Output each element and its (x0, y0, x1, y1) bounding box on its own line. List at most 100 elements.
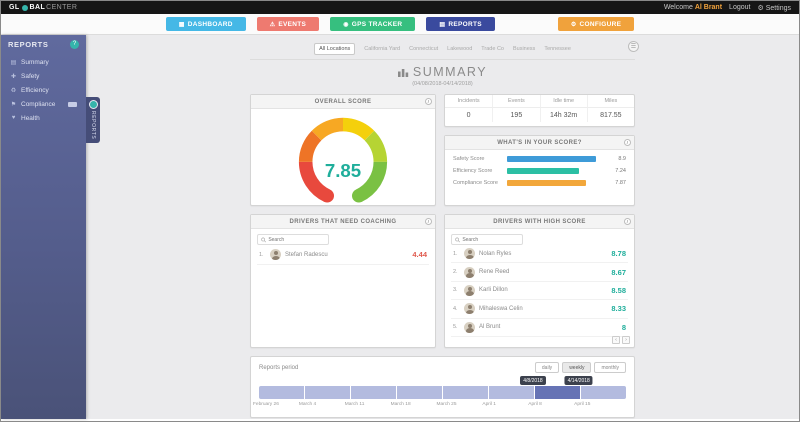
driver-score: 8.67 (611, 267, 626, 277)
gauge-wrap: 7.85 (251, 109, 435, 206)
score-bar-value: 8.9 (618, 156, 626, 162)
pagination: ‹ › (612, 336, 630, 344)
overall-score-card: OVERALL SCORE i (250, 94, 436, 206)
timeline-week-segment[interactable] (305, 386, 350, 399)
logout-link[interactable]: Logout (729, 4, 751, 11)
card-header: OVERALL SCORE i (251, 95, 435, 109)
sidebar-item-compliance[interactable]: ⚑ Compliance (1, 97, 86, 111)
location-icon: ◉ (343, 21, 349, 28)
tab-overflow-icon[interactable]: ☰ (628, 41, 639, 52)
timeline-week-segment[interactable] (535, 386, 580, 399)
tab-location-3[interactable]: Lakewood (447, 46, 473, 52)
driver-rank: 4. (453, 305, 458, 312)
sidebar-item-health[interactable]: ♥ Health (1, 111, 86, 125)
nav-events-button[interactable]: ⚠ EVENTS (256, 17, 320, 31)
tab-location-4[interactable]: Trade Co (481, 46, 504, 52)
cards-grid: OVERALL SCORE i (250, 94, 635, 348)
driver-row[interactable]: 5. Al Brunt 8 (451, 319, 628, 337)
stat-value-idle-time: 14h 32m (539, 107, 587, 122)
timeline-week-segment[interactable] (581, 386, 626, 399)
question-icon[interactable]: ? (70, 40, 79, 49)
welcome-label: Welcome Al Brant (664, 4, 722, 11)
driver-row[interactable]: 1. Nolan Ryles 8.78 (451, 245, 628, 264)
driver-rank: 1. (259, 251, 264, 258)
card-header: WHAT'S IN YOUR SCORE? i (445, 136, 634, 150)
nav-dashboard-label: DASHBOARD (187, 20, 233, 28)
avatar (464, 321, 475, 333)
gear-icon: ⚙ (570, 21, 577, 28)
tab-all-locations[interactable]: All Locations (314, 43, 356, 55)
tab-location-6[interactable]: Tennessee (544, 46, 571, 52)
pagination-prev-button[interactable]: ‹ (612, 336, 620, 344)
score-bar-fill (507, 168, 579, 174)
question-icon (88, 100, 98, 109)
range-daily-button[interactable]: daily (534, 362, 560, 373)
sidebar-item-label: Summary (21, 58, 49, 66)
coaching-search-box (257, 234, 329, 245)
range-monthly-button[interactable]: monthly (594, 362, 626, 373)
alert-icon: ⚠ (269, 21, 276, 28)
nav-dashboard-button[interactable]: ▦ DASHBOARD (165, 17, 246, 31)
driver-name: Stefan Radescu (285, 251, 328, 258)
driver-row[interactable]: 2. Rene Reed 8.67 (451, 263, 628, 282)
score-bar-row: Safety Score 8.9 (453, 156, 626, 162)
info-icon[interactable]: i (624, 218, 631, 225)
stat-label-incidents: Incidents (457, 98, 480, 104)
shield-icon: ✚ (10, 73, 17, 80)
nav-reports-button[interactable]: ▤ REPORTS (426, 17, 495, 31)
stat-value-incidents: 0 (445, 107, 493, 122)
timeline-week-segment[interactable] (397, 386, 442, 399)
coaching-search-input[interactable] (268, 236, 325, 243)
timeline-week-segment[interactable] (489, 386, 534, 399)
card-title: DRIVERS WITH HIGH SCORE (493, 218, 586, 225)
tab-location-1[interactable]: California Yard (364, 46, 401, 52)
range-weekly-button[interactable]: weekly (562, 362, 592, 373)
nav-gps-tracker-label: GPS TRACKER (351, 20, 403, 28)
tab-location-2[interactable]: Connecticut (409, 46, 439, 52)
info-icon[interactable]: i (624, 139, 631, 146)
driver-name: Al Brunt (479, 324, 501, 331)
timeline-week-segment[interactable] (351, 386, 396, 399)
driver-rank: 3. (453, 287, 458, 294)
overall-score-gauge: 7.85 (298, 117, 388, 203)
workspace: REPORTS ? ▤ Summary ✚ Safety ♻ Efficiency ⚑… (1, 35, 799, 419)
settings-link[interactable]: ⚙ Settings (757, 4, 791, 12)
welcome-text: Welcome (663, 4, 693, 11)
info-icon[interactable]: i (425, 98, 432, 105)
driver-score: 8 (621, 322, 626, 332)
driver-row[interactable]: 4. Mihaleswa Celin 8.33 (451, 300, 628, 319)
main-content: All Locations California Yard Connecticu… (86, 35, 799, 419)
stats-card: Incidents Events Idle time Miles 0 195 1… (444, 94, 635, 127)
timeline-axis-label: March 11 (344, 402, 365, 407)
chart-bar-icon: ▤ (10, 59, 17, 66)
timeline-week-segment[interactable] (443, 386, 488, 399)
sidebar-item-safety[interactable]: ✚ Safety (1, 69, 86, 83)
nav-configure-button[interactable]: ⚙ CONFIGURE (557, 17, 635, 31)
main-nav: ▦ DASHBOARD ⚠ EVENTS ◉ GPS TRACKER ▤ REPORTS… (1, 14, 799, 35)
driver-row[interactable]: 3. Karli Dillon 8.58 (451, 282, 628, 301)
nav-gps-tracker-button[interactable]: ◉ GPS TRACKER (330, 17, 416, 31)
logo-text-prefix: GL (9, 4, 20, 11)
sidebar-item-label: Health (21, 114, 40, 122)
driver-row[interactable]: 1. Stefan Radescu 4.44 (257, 245, 429, 265)
info-icon[interactable]: i (425, 218, 432, 225)
period-end-tooltip: 4/14/2018 (564, 376, 593, 385)
stats-values: 0 195 14h 32m 817.55 (445, 107, 634, 122)
sidebar-item-summary[interactable]: ▤ Summary (1, 55, 86, 69)
gear-icon: ⚙ (757, 4, 764, 12)
tab-location-5[interactable]: Business (512, 46, 536, 52)
timeline-axis-label: March 25 (436, 402, 457, 407)
pagination-next-button[interactable]: › (622, 336, 630, 344)
timeline-week-segment[interactable] (259, 386, 304, 399)
period-start-tooltip: 4/8/2018 (520, 376, 546, 385)
user-name[interactable]: Al Brant (694, 4, 723, 11)
driver-rank: 2. (453, 269, 458, 276)
sidebar-title: REPORTS (8, 40, 49, 49)
sidebar-header: REPORTS ? (1, 35, 86, 53)
compliance-badge (68, 101, 77, 107)
reports-panel-handle[interactable]: REPORTS (86, 97, 100, 144)
score-bar-label: Safety Score (453, 156, 485, 162)
search-icon (261, 237, 267, 242)
sidebar-item-efficiency[interactable]: ♻ Efficiency (1, 83, 86, 97)
high-score-search-input[interactable] (462, 236, 519, 243)
